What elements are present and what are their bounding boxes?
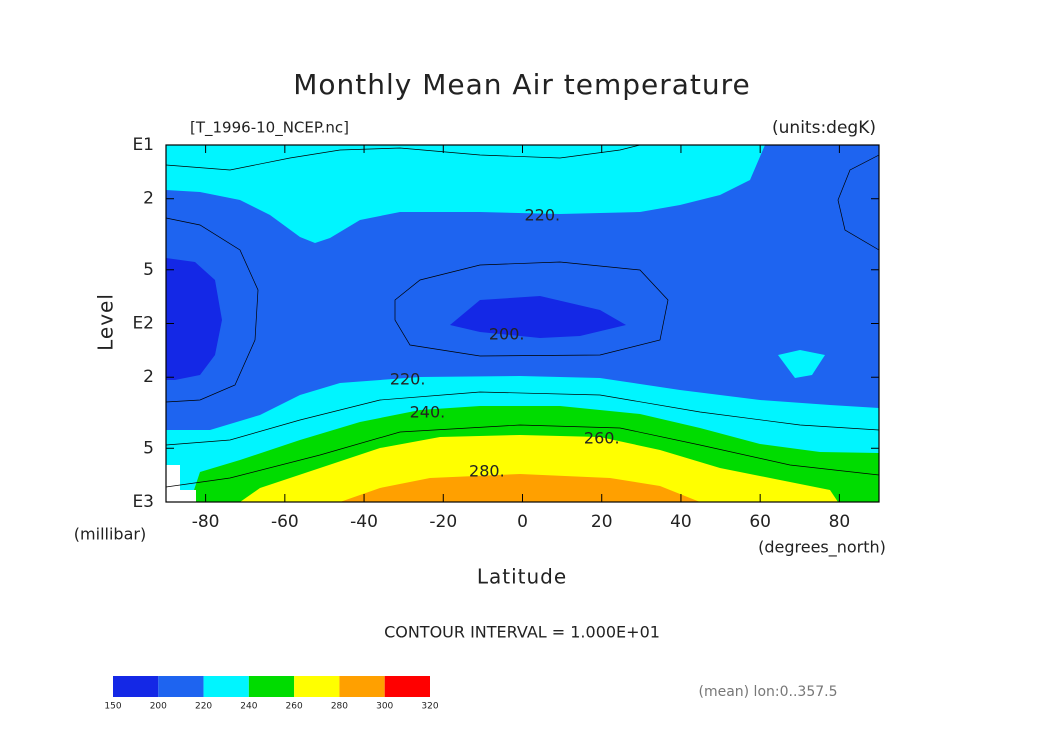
x-axis-label: Latitude: [477, 565, 567, 589]
y-tick-label: E3: [132, 492, 154, 512]
contour-line: [837, 154, 879, 251]
axes: -80 -60 -40 -20 0 20 40 60 80 E3 5 2 E2 5 2 E1 220. 200. 2…: [132, 135, 879, 532]
colorbar-label: 260: [286, 702, 303, 712]
footer-label: (mean) lon:0..357.5: [698, 684, 837, 700]
y-axis-label: Level: [94, 293, 118, 351]
contour-fill: [778, 350, 825, 378]
colorbar-box: [339, 676, 385, 697]
contour-line: [394, 261, 669, 357]
contour-label: 200.: [489, 325, 525, 344]
contour-field: [166, 145, 879, 502]
x-tick-label: -20: [429, 512, 457, 532]
x-tick-label: 20: [591, 512, 613, 532]
contour-label: 280.: [469, 461, 505, 480]
contour-interval: CONTOUR INTERVAL = 1.000E+01: [384, 623, 660, 642]
missing-area: [166, 465, 196, 502]
x-tick-label: 80: [829, 512, 851, 532]
colorbar-label: 280: [331, 702, 348, 712]
contour-fill: [166, 145, 765, 243]
y-tick-label: E2: [132, 314, 154, 334]
colorbar-box: [158, 676, 204, 697]
contour-fill: [450, 296, 626, 338]
colorbar-label: 320: [421, 702, 438, 712]
y-tick-label: 2: [143, 189, 154, 209]
colorbar-box: [294, 676, 340, 697]
y-tick-label: 2: [143, 367, 154, 387]
contour-label: 220.: [390, 369, 426, 388]
y-unit-label: (millibar): [74, 525, 146, 544]
x-tick-label: -80: [192, 512, 220, 532]
colorbar-box: [113, 676, 159, 697]
x-tick-label: -40: [350, 512, 378, 532]
y-tick-label: 5: [143, 438, 154, 458]
contour-line: [166, 391, 879, 446]
colorbar-label: 240: [240, 702, 257, 712]
x-tick-label: -60: [271, 512, 299, 532]
contour-label: 220.: [524, 206, 560, 225]
colorbar-label: 150: [104, 702, 121, 712]
colorbar-box: [384, 676, 430, 697]
contour-line: [166, 424, 879, 488]
x-tick-label: 0: [517, 512, 528, 532]
contour-label: 260.: [584, 429, 620, 448]
x-unit-label: (degrees_north): [758, 538, 886, 558]
colorbar-box: [248, 676, 295, 697]
x-tick-label: 60: [749, 512, 771, 532]
chart-title: Monthly Mean Air temperature: [293, 68, 751, 101]
y-tick-label: 5: [143, 260, 154, 280]
file-label: [T_1996-10_NCEP.nc]: [190, 119, 349, 138]
colorbar-label: 200: [150, 702, 167, 712]
contour-fill: [240, 435, 838, 502]
contour-fill: [166, 258, 222, 380]
units-label: (units:degK): [772, 118, 876, 138]
contour-line: [166, 217, 259, 403]
colorbar-label: 300: [376, 702, 393, 712]
y-tick-label: E1: [132, 135, 154, 155]
colorbar-label: 220: [195, 702, 212, 712]
x-tick-label: 40: [670, 512, 692, 532]
colorbar-box: [203, 676, 249, 697]
contour-line: [166, 145, 641, 171]
contour-fill: [340, 474, 700, 502]
contour-label: 240.: [410, 402, 446, 421]
